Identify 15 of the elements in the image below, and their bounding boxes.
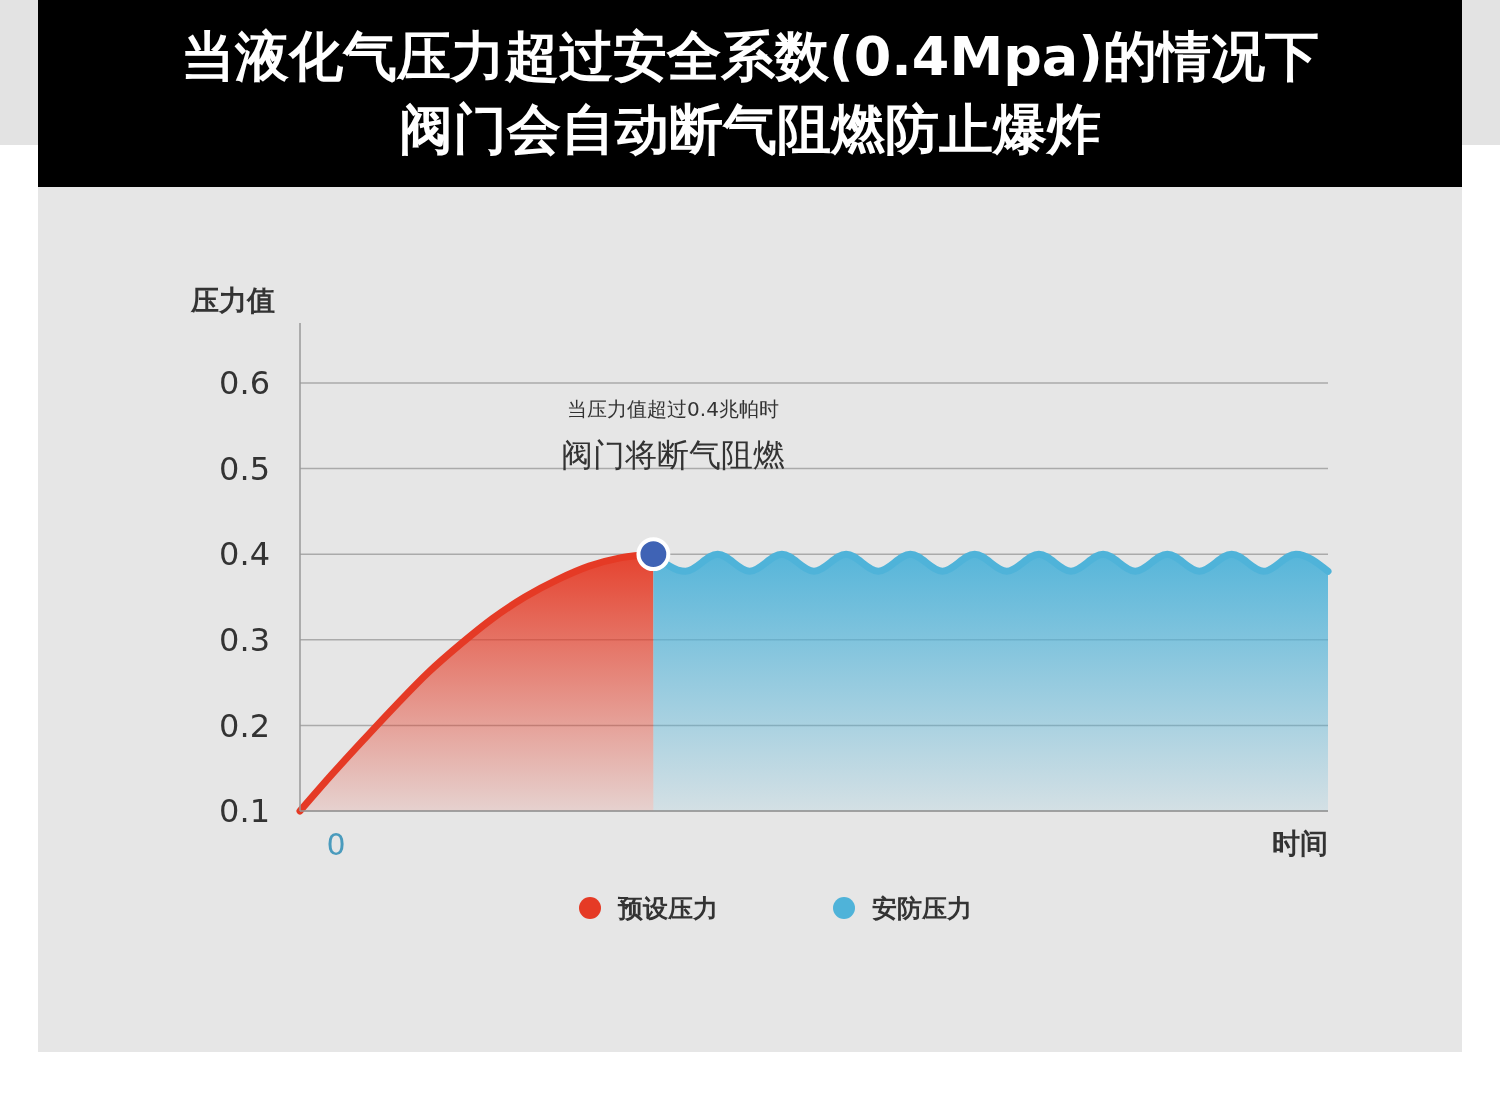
legend-label: 预设压力 (617, 893, 718, 923)
y-axis-title: 压力值 (190, 284, 275, 317)
chart-subtitle: 阀门会自动断气阻燃防止爆炸 (399, 98, 1101, 161)
annotation: 阀门将断气阻燃 (561, 436, 785, 474)
text: 0 (326, 827, 346, 862)
y-tick-label: 0.3 (219, 620, 270, 659)
x-axis-title: 时间 (1272, 827, 1328, 860)
y-tick-label: 0.1 (219, 792, 270, 831)
annotation: 当压力值超过0.4兆帕时 (567, 397, 779, 421)
chart-title: 当液化气压力超过安全系数(0.4Mpa)的情况下 (181, 25, 1319, 88)
y-tick-label: 0.4 (219, 535, 270, 574)
y-tick-label: 0.2 (219, 706, 270, 745)
legend-label: 安防压力 (872, 893, 972, 923)
y-tick-label: 0.6 (219, 364, 270, 403)
y-tick-label: 0.5 (219, 449, 270, 488)
